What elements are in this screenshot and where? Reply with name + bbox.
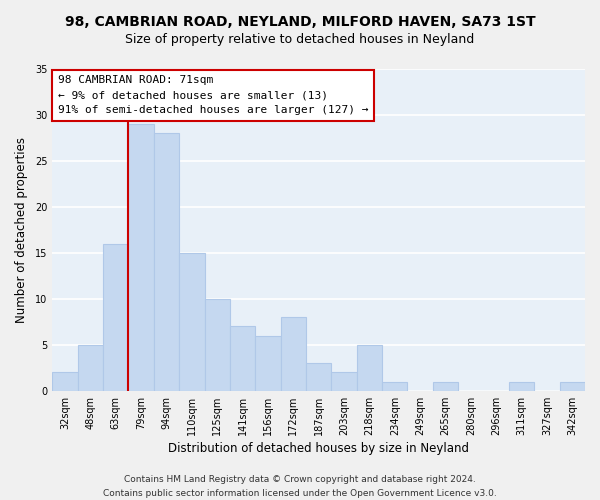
- Bar: [331, 372, 357, 391]
- Bar: [103, 244, 128, 391]
- Bar: [179, 253, 205, 391]
- Bar: [205, 299, 230, 391]
- X-axis label: Distribution of detached houses by size in Neyland: Distribution of detached houses by size …: [168, 442, 469, 455]
- Bar: [306, 363, 331, 391]
- Bar: [52, 372, 77, 391]
- Bar: [230, 326, 255, 391]
- Bar: [77, 345, 103, 391]
- Bar: [154, 134, 179, 391]
- Bar: [382, 382, 407, 391]
- Bar: [128, 124, 154, 391]
- Bar: [509, 382, 534, 391]
- Y-axis label: Number of detached properties: Number of detached properties: [15, 137, 28, 323]
- Bar: [357, 345, 382, 391]
- Bar: [560, 382, 585, 391]
- Text: Contains HM Land Registry data © Crown copyright and database right 2024.
Contai: Contains HM Land Registry data © Crown c…: [103, 476, 497, 498]
- Bar: [281, 318, 306, 391]
- Bar: [255, 336, 281, 391]
- Text: 98, CAMBRIAN ROAD, NEYLAND, MILFORD HAVEN, SA73 1ST: 98, CAMBRIAN ROAD, NEYLAND, MILFORD HAVE…: [65, 15, 535, 29]
- Text: Size of property relative to detached houses in Neyland: Size of property relative to detached ho…: [125, 32, 475, 46]
- Bar: [433, 382, 458, 391]
- Text: 98 CAMBRIAN ROAD: 71sqm
← 9% of detached houses are smaller (13)
91% of semi-det: 98 CAMBRIAN ROAD: 71sqm ← 9% of detached…: [58, 76, 368, 115]
